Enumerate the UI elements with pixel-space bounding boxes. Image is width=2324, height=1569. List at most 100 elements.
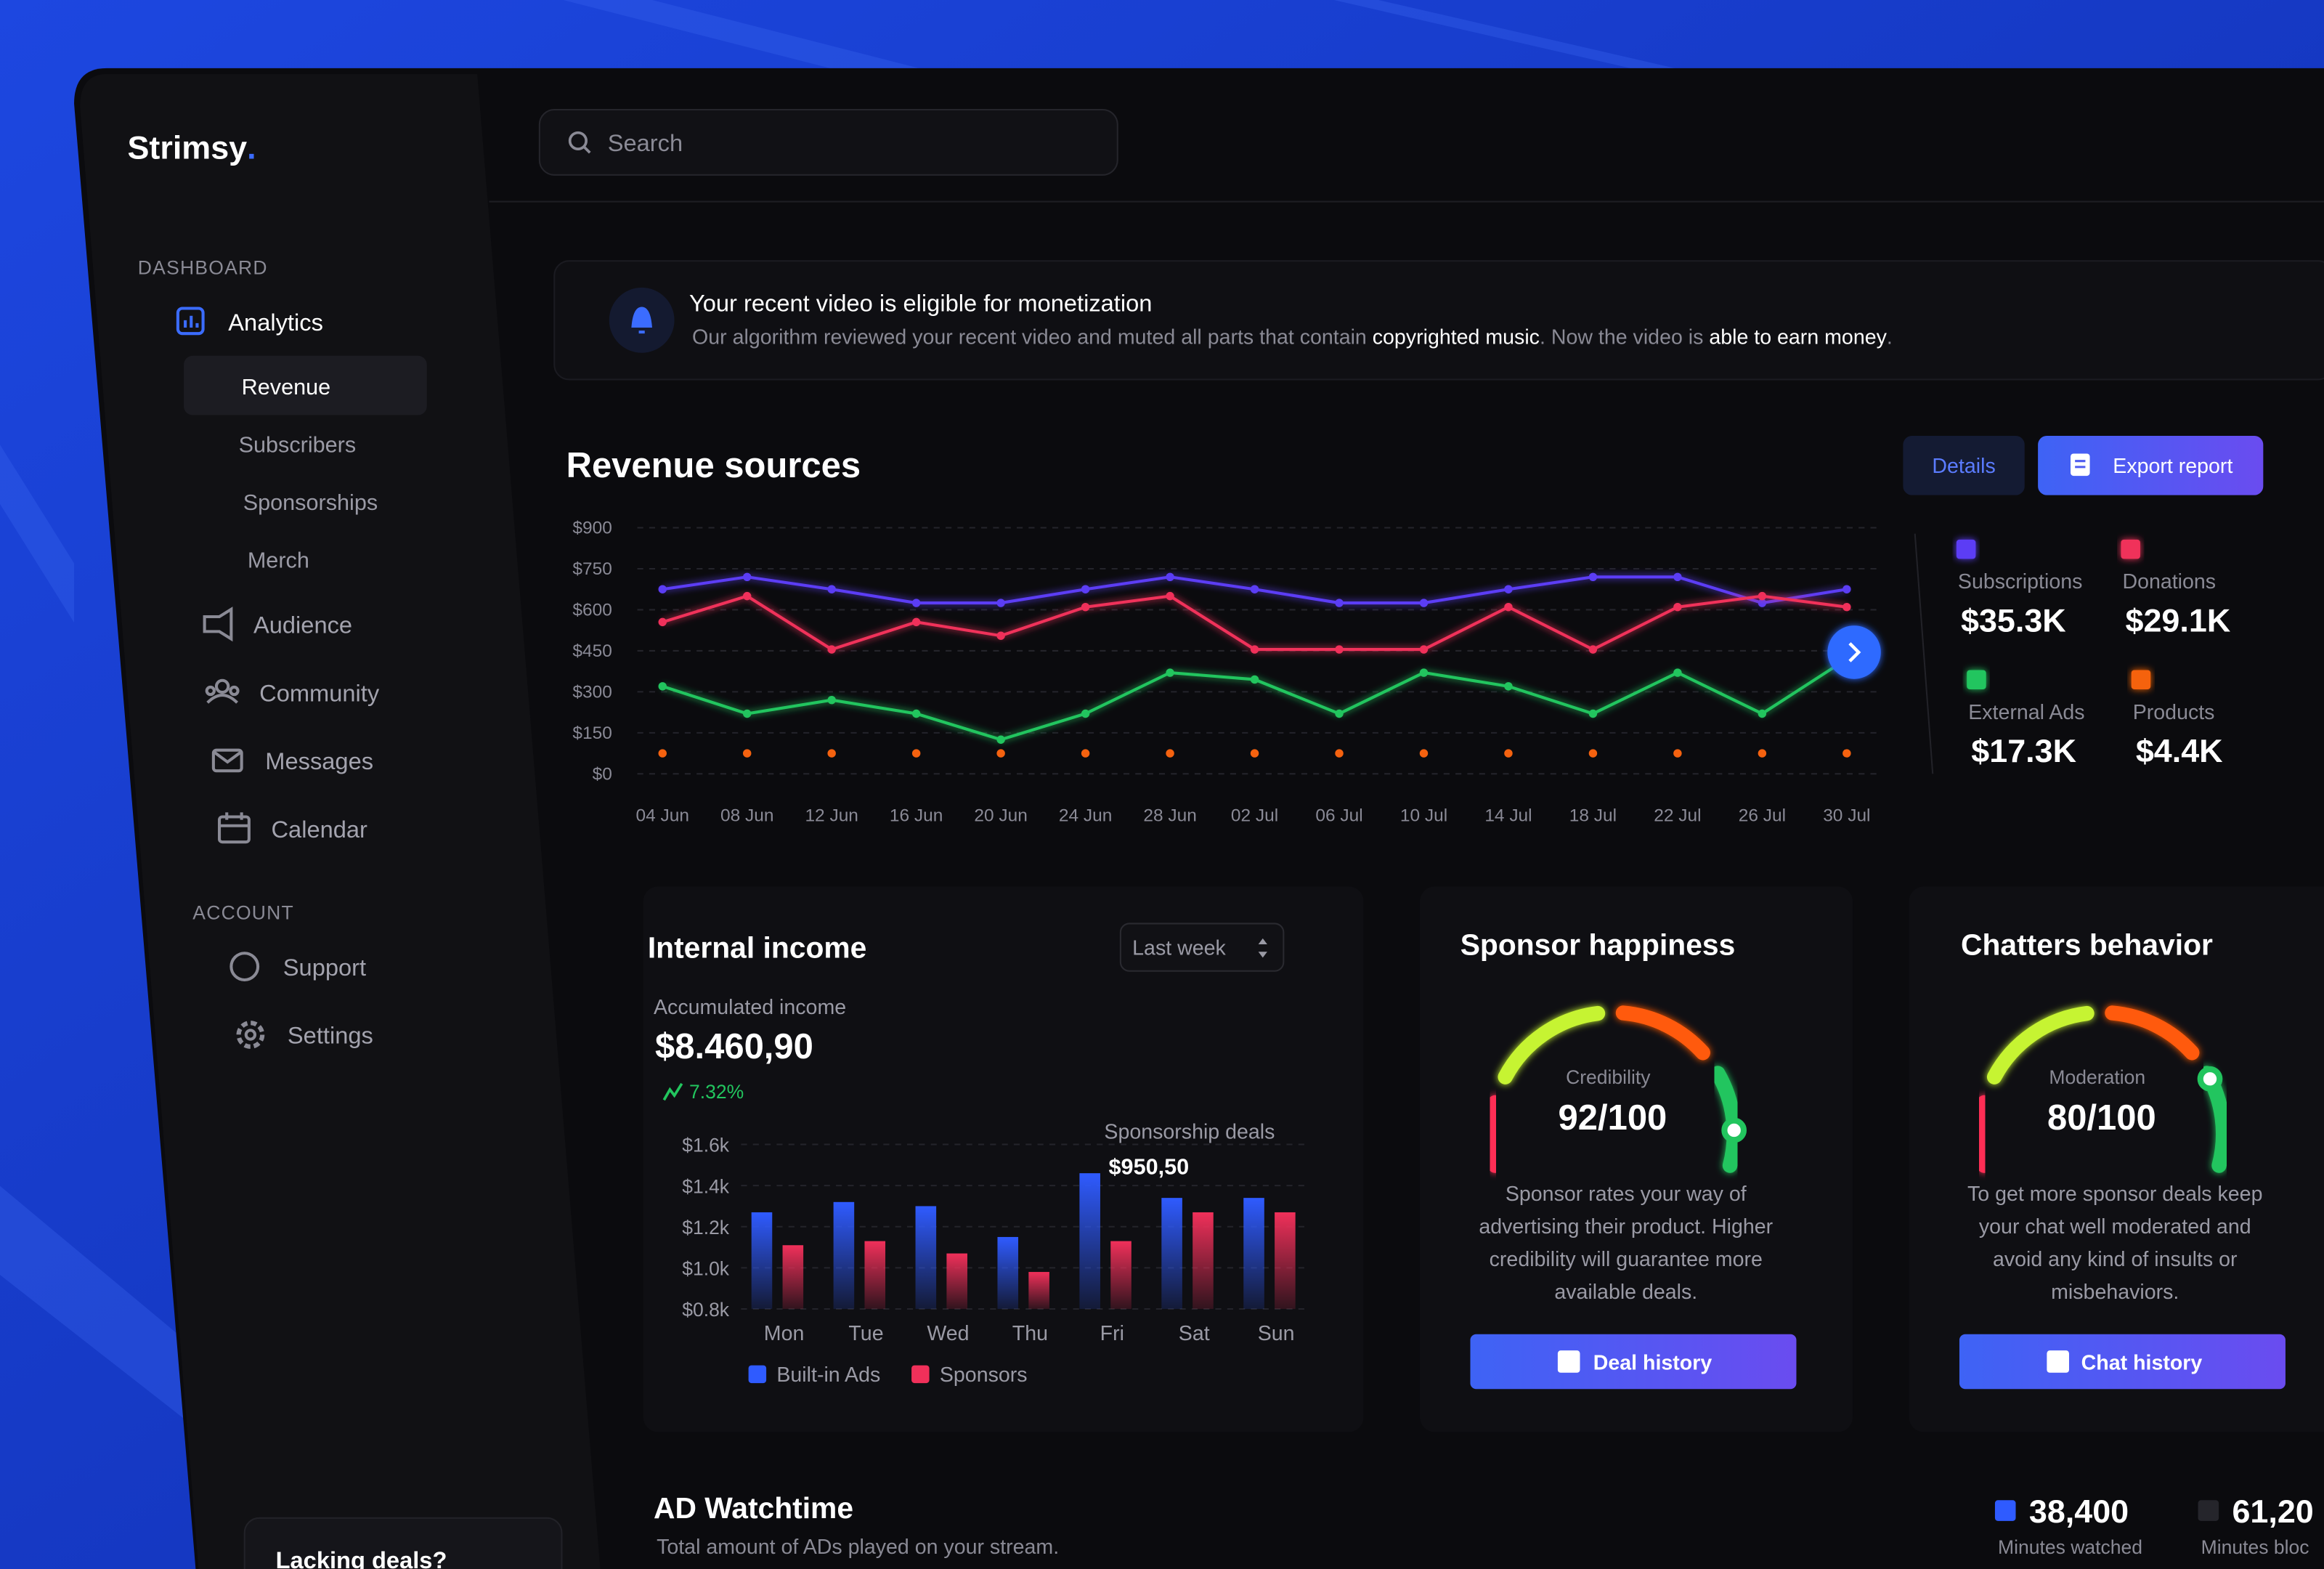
description: available deals.	[1554, 1281, 1697, 1304]
x-tick-label: 04 Jun	[636, 806, 689, 826]
nav-item[interactable]: Settings	[288, 1022, 373, 1049]
y-tick-label: $450	[572, 641, 612, 661]
data-point	[1588, 645, 1598, 654]
nav-item[interactable]: Audience	[253, 611, 352, 638]
nav-item[interactable]: Analytics	[228, 309, 323, 336]
legend-total: $17.3K	[1971, 732, 2076, 769]
details-button[interactable]	[1903, 436, 2025, 495]
dropdown[interactable]	[1119, 923, 1285, 972]
data-point	[1588, 709, 1598, 718]
data-point	[1250, 749, 1259, 758]
export-icon	[2071, 453, 2090, 477]
x-tick-label: 18 Jul	[1569, 806, 1617, 826]
data-point	[743, 749, 752, 758]
data-point	[1166, 668, 1174, 677]
nav-active[interactable]	[184, 355, 427, 415]
nav-item[interactable]: Messages	[265, 747, 373, 774]
data-point	[1758, 591, 1767, 601]
kpi-label: Accumulated income	[654, 996, 846, 1019]
legend-label: Donations	[2122, 570, 2216, 593]
bar	[1275, 1212, 1296, 1310]
next-button[interactable]	[1827, 625, 1881, 679]
nav-subitem[interactable]: Merch	[248, 548, 309, 573]
card-button[interactable]	[1470, 1334, 1797, 1390]
data-point	[743, 591, 752, 601]
x-tick-label: 06 Jul	[1315, 806, 1362, 826]
y-tick-label: $150	[572, 723, 612, 743]
data-point	[1250, 645, 1259, 654]
stat-value: 38,400	[2029, 1493, 2129, 1530]
y-tick-label: $750	[572, 559, 612, 579]
x-tick-label: 10 Jul	[1400, 806, 1447, 826]
tooltip-value: $950,50	[1109, 1154, 1190, 1179]
gauge-knob	[2197, 1066, 2223, 1092]
brand-dot: .	[247, 129, 256, 166]
description: your chat well moderated and	[1979, 1215, 2251, 1238]
button-label[interactable]: Chat history	[2081, 1352, 2203, 1375]
button-label[interactable]: Details	[1932, 455, 1995, 478]
stat-swatch	[2198, 1500, 2219, 1521]
text-highlight: able to earn money	[1709, 325, 1887, 349]
data-point	[1081, 709, 1090, 718]
divider	[1914, 533, 1934, 774]
text-highlight: copyrighted music	[1373, 325, 1540, 349]
x-tick-label: 28 Jun	[1143, 806, 1196, 826]
data-point	[658, 585, 667, 593]
button-label[interactable]: Export report	[2113, 455, 2232, 478]
gauge-segment	[1986, 1005, 2095, 1084]
legend-swatch	[2121, 539, 2140, 559]
gauge-segment	[1498, 1005, 1606, 1084]
description: To get more sponsor deals keep	[1967, 1183, 2262, 1206]
data-point	[1673, 668, 1682, 677]
gauge-segment	[2105, 1005, 2200, 1061]
audience-icon	[203, 607, 233, 642]
x-tick-label: 30 Jul	[1823, 806, 1870, 826]
data-point	[1588, 749, 1598, 758]
export-icon-lines	[2075, 460, 2086, 469]
notification-body: Our algorithm reviewed your recent video…	[692, 325, 1893, 349]
nav-item[interactable]: Support	[283, 954, 366, 981]
gauge-segment	[1972, 1095, 1992, 1173]
text-run: . Now the video is	[1540, 325, 1709, 349]
legend-swatch	[911, 1365, 930, 1384]
data-point	[658, 749, 667, 758]
card-title: Sponsor happiness	[1460, 928, 1736, 961]
data-point	[1588, 572, 1598, 582]
data-point	[1842, 585, 1851, 593]
data-point	[1419, 645, 1429, 654]
bar	[1079, 1173, 1100, 1310]
data-point	[1419, 749, 1429, 758]
nav-item[interactable]: Calendar	[271, 816, 367, 843]
chatters-card	[1909, 886, 2324, 1432]
x-tick-label: 22 Jul	[1654, 806, 1701, 826]
nav-subitem[interactable]: Revenue	[242, 375, 331, 400]
export-button[interactable]	[2038, 436, 2264, 495]
data-point	[827, 695, 836, 705]
nav-subitem[interactable]: Subscribers	[239, 432, 357, 457]
button-label[interactable]: Deal history	[1593, 1352, 1712, 1375]
section-subtitle: Total amount of ADs played on your strea…	[657, 1536, 1059, 1559]
brand-name: Strimsy	[128, 129, 248, 166]
data-point	[996, 735, 1005, 744]
description: advertising their product. Higher	[1479, 1215, 1773, 1238]
legend-swatch	[1967, 670, 1986, 689]
y-tick-label: $900	[572, 519, 612, 538]
data-point	[1673, 572, 1682, 582]
search-box[interactable]	[538, 108, 1118, 176]
card-button[interactable]	[1959, 1334, 2286, 1390]
data-point	[996, 599, 1005, 607]
data-point	[1335, 599, 1344, 607]
nav-subitem[interactable]: Sponsorships	[243, 490, 378, 515]
y-tick-label: $1.2k	[682, 1217, 730, 1238]
data-point	[827, 585, 836, 593]
legend-total: $4.4K	[2136, 732, 2223, 769]
charts: $0 $150 $300 $450 $600 $750 $900 04 Jun 08 Jun 12…	[572, 519, 2286, 1390]
gauge-value: 80/100	[2047, 1098, 2156, 1138]
community-icon	[205, 678, 240, 704]
data-point	[1758, 749, 1767, 758]
nav-item[interactable]: Community	[259, 679, 380, 706]
stat-swatch	[1994, 1500, 2016, 1521]
data-point	[1335, 749, 1344, 758]
button-icon	[1557, 1350, 1580, 1373]
